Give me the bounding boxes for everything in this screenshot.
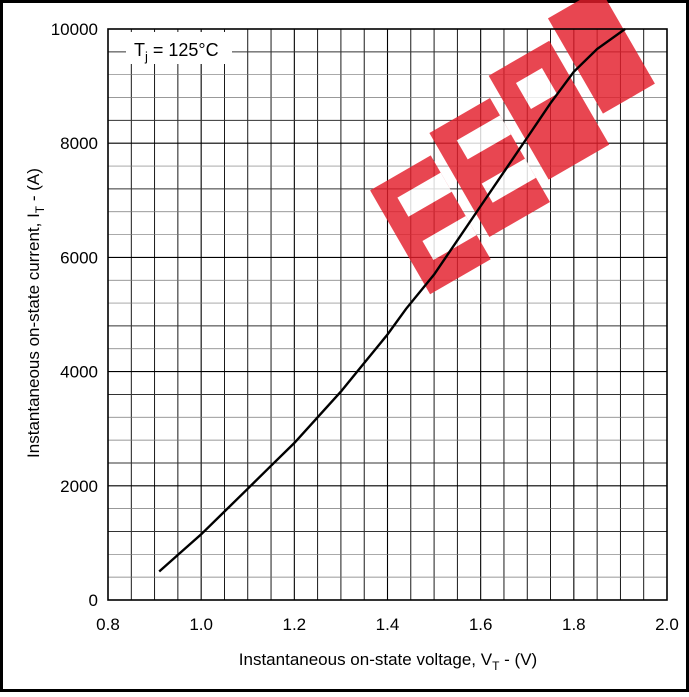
plot-area-border <box>107 28 668 601</box>
watermark-logo <box>370 0 655 295</box>
watermark-letter-block <box>547 0 655 114</box>
watermark-letter-cut <box>397 172 452 217</box>
x-tick-labels: 0.8 1.0 1.2 1.4 1.6 1.8 2.0 <box>96 615 679 634</box>
y-tick-label: 2000 <box>60 477 98 496</box>
x-tick-label: 1.0 <box>189 615 213 634</box>
y-tick-label: 4000 <box>60 363 98 382</box>
x-tick-label: 1.8 <box>562 615 586 634</box>
y-tick-label: 8000 <box>60 134 98 153</box>
watermark-letter-cut <box>481 158 536 203</box>
x-tick-label: 1.6 <box>469 615 493 634</box>
y-tick-label: 10000 <box>51 20 98 39</box>
x-tick-label: 1.4 <box>376 615 400 634</box>
y-tick-label: 6000 <box>60 248 98 267</box>
watermark-letter-block <box>429 98 550 237</box>
watermark-letters <box>370 0 655 295</box>
x-tick-label: 2.0 <box>655 615 679 634</box>
watermark-letter-cut <box>422 215 477 261</box>
watermark-letter-block <box>370 155 491 295</box>
y-axis-label: Instantaneous on-state current, IT - (A) <box>24 168 47 458</box>
watermark-letter-cut <box>515 68 557 110</box>
series-line <box>158 28 626 573</box>
x-axis-label: Instantaneous on-state voltage, VT - (V) <box>239 650 537 673</box>
x-tick-label: 0.8 <box>96 615 120 634</box>
y-tick-labels: 0 2000 4000 6000 8000 10000 <box>51 20 98 610</box>
temperature-annotation: Tj = 125°C <box>126 32 232 64</box>
x-tick-label: 1.2 <box>283 615 307 634</box>
annotation-text: Tj = 125°C <box>134 40 219 64</box>
watermark-letter-cut <box>456 115 511 160</box>
watermark-letter-block <box>488 40 610 180</box>
y-tick-label: 0 <box>89 591 98 610</box>
grid <box>108 29 667 600</box>
